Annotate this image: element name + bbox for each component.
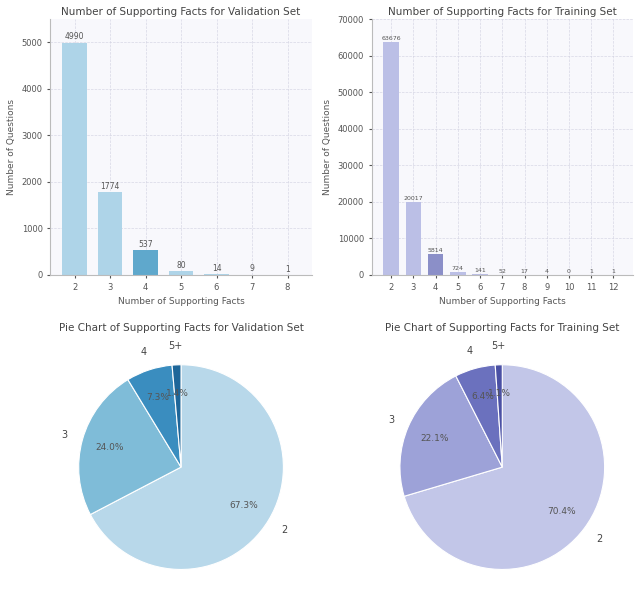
Title: Pie Chart of Supporting Facts for Validation Set: Pie Chart of Supporting Facts for Valida… [59,323,303,333]
Text: 1: 1 [285,264,290,273]
Text: 4: 4 [545,269,548,274]
Text: 22.1%: 22.1% [420,433,449,442]
Bar [428,253,444,275]
Title: Number of Supporting Facts for Training Set: Number of Supporting Facts for Training … [388,7,617,17]
Text: 2: 2 [596,535,602,544]
Text: 1.1%: 1.1% [488,389,511,398]
Text: 0: 0 [567,269,571,274]
Text: 67.3%: 67.3% [230,501,259,510]
Title: Pie Chart of Supporting Facts for Training Set: Pie Chart of Supporting Facts for Traini… [385,323,620,333]
Bar [168,272,193,275]
Text: 3: 3 [388,415,394,424]
Text: 80: 80 [176,261,186,270]
Text: 3: 3 [61,430,68,439]
Wedge shape [79,380,181,515]
Text: 1774: 1774 [100,182,120,191]
Text: 17: 17 [520,269,529,274]
Bar [133,250,158,275]
Text: 1: 1 [611,269,615,274]
Wedge shape [172,365,181,467]
Text: 724: 724 [452,266,464,272]
Text: 7.3%: 7.3% [147,393,170,402]
Text: 52: 52 [499,268,506,274]
Text: 4: 4 [140,347,147,358]
Text: 2: 2 [281,525,287,535]
Text: 20017: 20017 [404,196,423,200]
Bar [406,202,421,275]
Wedge shape [495,365,502,467]
Bar [383,42,399,275]
Wedge shape [400,376,502,496]
Text: 537: 537 [138,240,153,249]
X-axis label: Number of Supporting Facts: Number of Supporting Facts [118,297,244,306]
Bar [98,193,122,275]
Text: 4990: 4990 [65,33,84,42]
Text: 63676: 63676 [381,36,401,41]
Y-axis label: Number of Questions: Number of Questions [7,99,16,195]
Bar [62,43,87,275]
Text: 5814: 5814 [428,247,444,253]
Bar [450,272,466,275]
Title: Number of Supporting Facts for Validation Set: Number of Supporting Facts for Validatio… [61,7,301,17]
Text: 4: 4 [467,346,473,356]
Text: 6.4%: 6.4% [471,391,494,400]
Text: 5+: 5+ [491,341,505,352]
Text: 1.4%: 1.4% [166,389,189,398]
Text: 24.0%: 24.0% [96,443,124,452]
Text: 5+: 5+ [168,341,183,352]
X-axis label: Number of Supporting Facts: Number of Supporting Facts [439,297,566,306]
Wedge shape [456,365,502,467]
Text: 1: 1 [589,269,593,274]
Text: 14: 14 [212,264,221,273]
Text: 9: 9 [250,264,255,273]
Wedge shape [404,365,605,569]
Y-axis label: Number of Questions: Number of Questions [323,99,332,195]
Wedge shape [90,365,284,569]
Text: 70.4%: 70.4% [547,507,575,516]
Wedge shape [128,365,181,467]
Text: 141: 141 [474,268,486,273]
